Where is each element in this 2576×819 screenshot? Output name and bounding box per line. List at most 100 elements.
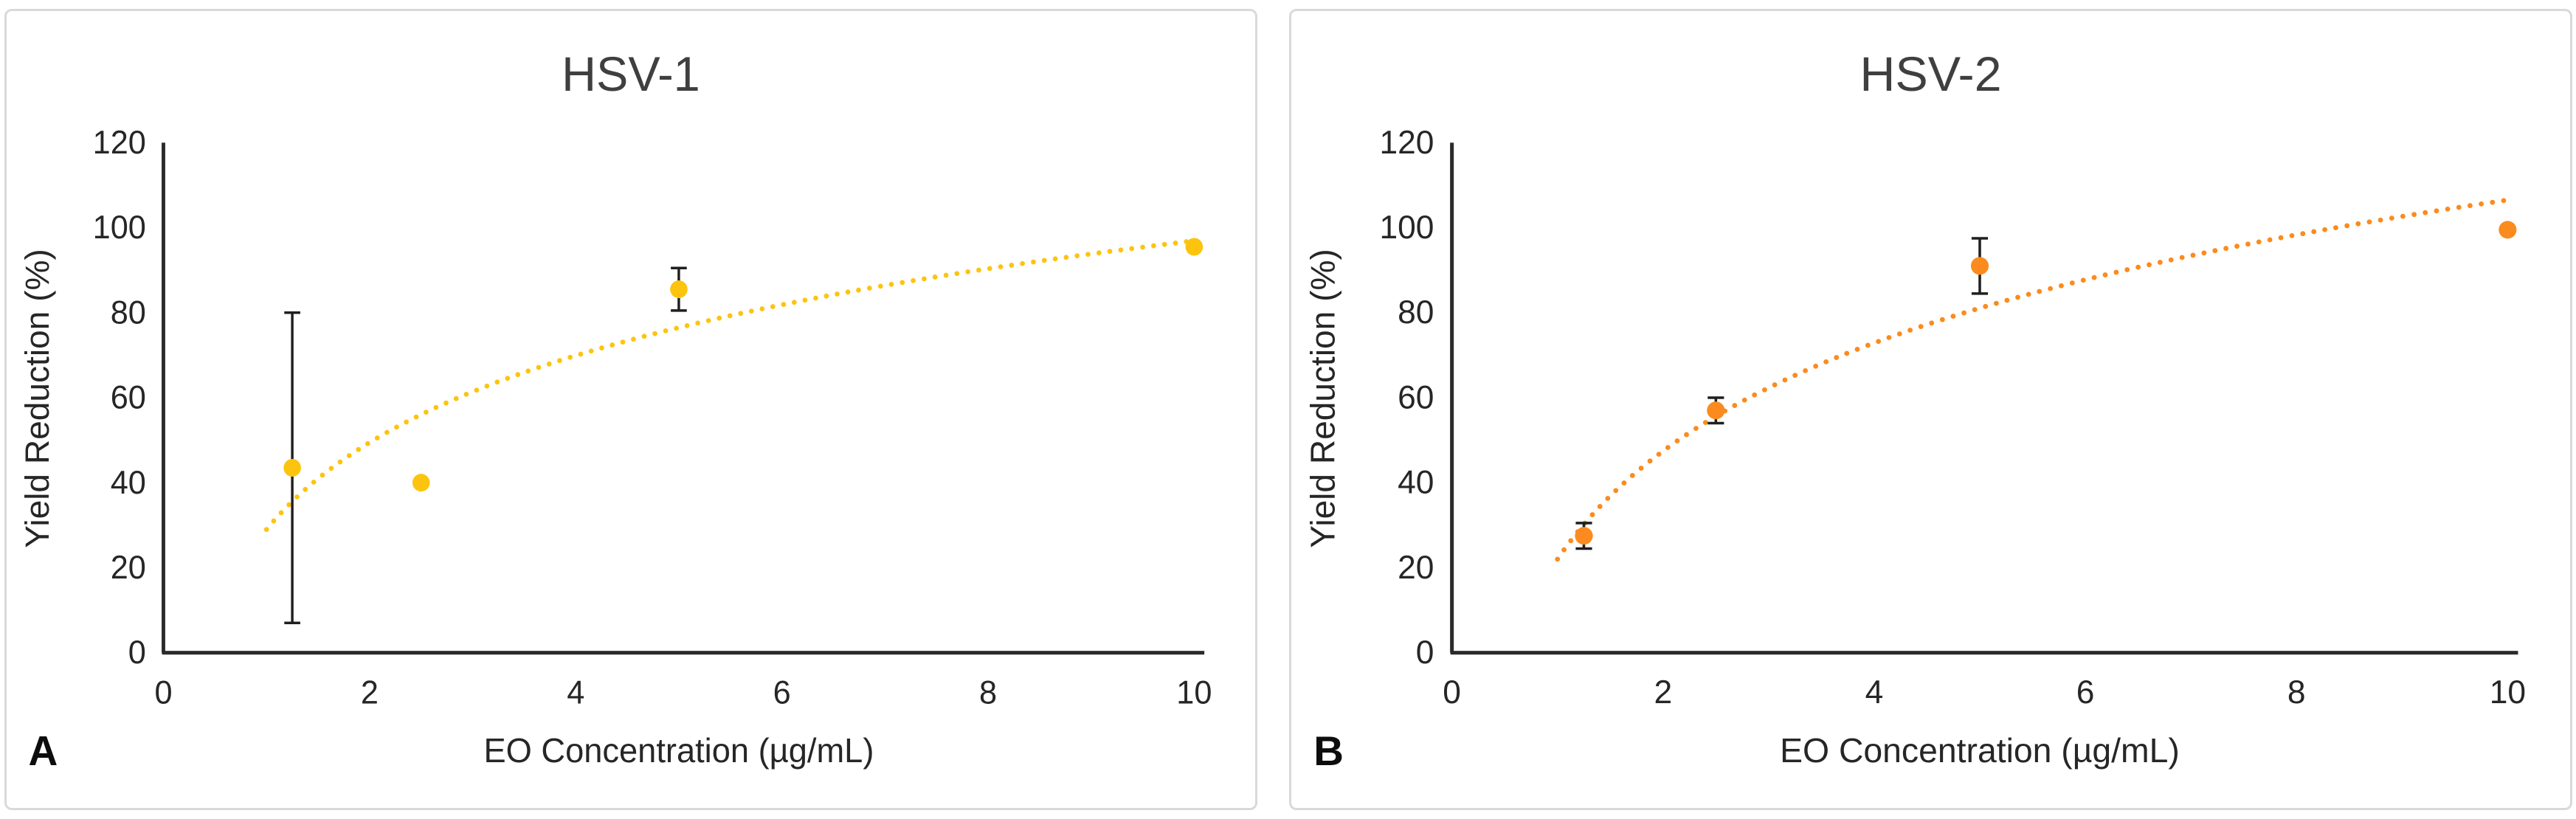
trendline-dot (1031, 259, 1036, 265)
trendline-dot (813, 295, 818, 301)
data-point (1707, 401, 1725, 420)
y-tick-label: 60 (1398, 380, 1434, 416)
chart-title: HSV-2 (1860, 47, 2001, 102)
trendline-dot (1568, 538, 1574, 544)
y-tick-label: 0 (1416, 635, 1434, 671)
data-point (1575, 527, 1593, 545)
trendline-dot (684, 322, 690, 328)
trendline-dot (1823, 359, 1829, 364)
trendline-dot (888, 281, 894, 287)
trendline-dot (1597, 504, 1603, 509)
trendline-dot (2355, 221, 2361, 227)
trendline-dot (770, 304, 776, 309)
data-point (670, 280, 688, 299)
trendline-dot (610, 342, 615, 348)
trendline-dot (484, 383, 490, 389)
trendline-dot (1173, 240, 1178, 246)
trendline-dot (759, 306, 765, 311)
trendline-dot (652, 331, 657, 336)
trendline-dot (2179, 255, 2185, 260)
trendline-dot (1693, 426, 1699, 432)
trendline-dot (328, 466, 334, 471)
trendline-dot (1638, 466, 1644, 471)
trendline-dot (286, 502, 292, 508)
trendline-dot (1555, 556, 1561, 562)
trendline-dot (2300, 231, 2306, 237)
axes-group (1450, 142, 2518, 655)
trendline-dot (1993, 300, 1999, 306)
trendline-dot (2135, 264, 2141, 270)
trendline-dot (674, 325, 679, 331)
trendline-dot (2069, 280, 2075, 286)
trendline-dot (1896, 331, 1902, 336)
y-tick-label: 60 (111, 379, 146, 415)
trendline-dot (2080, 277, 2086, 283)
trendline-dot (1876, 339, 1882, 345)
trendline-dot (1074, 253, 1080, 259)
trendline-dot (2190, 252, 2196, 258)
trendline-dot (1063, 255, 1069, 260)
trendline-dot (2456, 204, 2462, 210)
trendline-dot (1803, 367, 1809, 373)
trendline-dot (1972, 307, 1978, 313)
hsv2-chart: 0 20 40 60 80 100 120 0 2 4 6 8 10 HSV-2 EO Concentr… (1303, 47, 2526, 773)
trendline-dot (1129, 246, 1135, 252)
trendline-dot (965, 269, 970, 274)
trendline-dot (716, 315, 722, 321)
trendline-dot (1041, 258, 1047, 263)
trendline-dot (943, 272, 949, 278)
trendline-dot (663, 328, 669, 334)
trendline-dot (394, 424, 399, 430)
trendline-dot (727, 313, 733, 319)
y-tick-labels: 0 20 40 60 80 100 120 (1380, 125, 1434, 671)
trendline-dot (356, 446, 362, 452)
trendline-dot (1865, 342, 1871, 348)
trendline-dot (1741, 397, 1747, 403)
trendline-dot (1844, 350, 1850, 356)
trendline-dot (802, 297, 808, 303)
trendline-dot (2389, 215, 2394, 221)
trendline-dot (1929, 320, 1935, 326)
y-tick-labels: 0 20 40 60 80 100 120 (93, 125, 146, 671)
y-axis-title: Yield Reduction (%) (18, 249, 56, 547)
trendline-dot (1561, 547, 1567, 553)
trendline-dot (2378, 217, 2383, 223)
trendline-dot (695, 320, 700, 326)
trendline-group (1555, 198, 2507, 562)
trendline-dot (525, 368, 531, 374)
trendline-dot (1772, 382, 1778, 387)
x-tick-label: 4 (1865, 674, 1884, 711)
trendline-dot (835, 291, 840, 297)
trendline-dot (494, 379, 500, 385)
trendline-dot (2059, 283, 2064, 288)
trendline-dot (781, 302, 787, 308)
trendline-dot (1792, 373, 1798, 379)
data-points-group (283, 238, 1204, 492)
trendline-dot (2234, 243, 2240, 249)
y-tick-label: 20 (111, 550, 146, 586)
y-tick-label: 20 (1398, 550, 1434, 586)
trendline-dot (346, 453, 352, 458)
trendline-dot (2124, 267, 2130, 272)
trendline-dot (867, 286, 872, 291)
trendline-dot (2212, 248, 2218, 254)
trendline-dot (2091, 274, 2097, 280)
trendline-dot (337, 459, 343, 465)
trendline-dot (303, 486, 308, 492)
trendline-dot (2278, 235, 2284, 241)
trendline-dot (1118, 247, 1124, 253)
trendline-dot (384, 429, 390, 435)
x-tick-label: 8 (2287, 674, 2306, 711)
trendline-dot (932, 274, 938, 280)
data-points-group (1575, 221, 2517, 545)
x-tick-label: 6 (773, 674, 791, 711)
trendline-dot (1009, 263, 1015, 268)
trendline-dot (1613, 488, 1619, 494)
trendline-dot (705, 318, 711, 323)
trendline-dot (2344, 223, 2350, 229)
trendline-dot (954, 271, 960, 277)
y-tick-label: 80 (111, 294, 146, 331)
y-tick-label: 40 (1398, 465, 1434, 501)
trendline-dot (424, 410, 429, 415)
